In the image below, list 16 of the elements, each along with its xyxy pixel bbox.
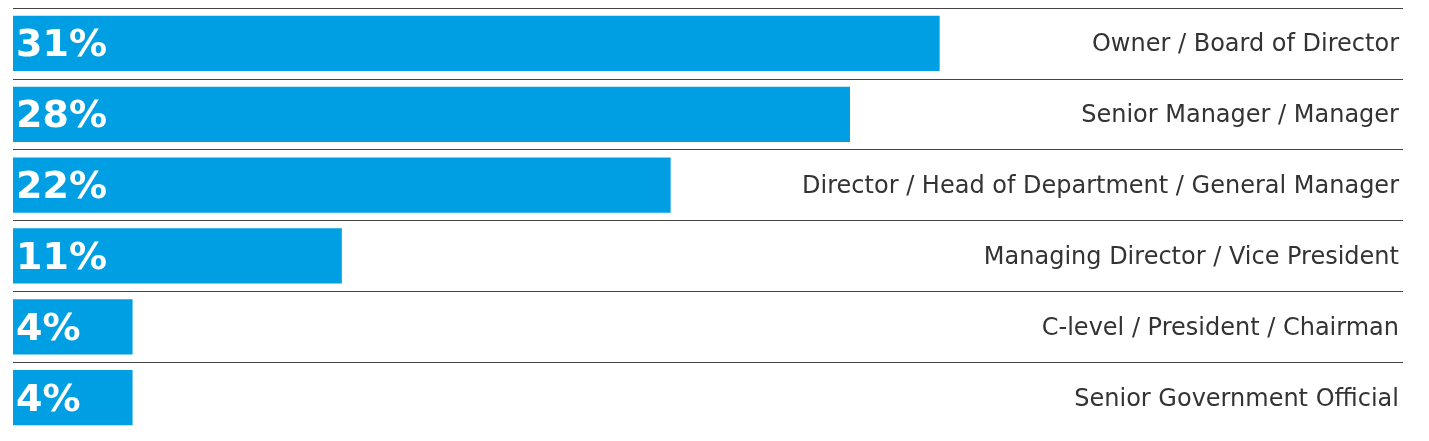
y-tick-label: Senior Government Official — [1074, 383, 1399, 412]
bar — [13, 86, 850, 142]
bar — [13, 15, 940, 72]
y-tick-label: Director / Head of Department / General Manager — [802, 171, 1400, 200]
y-tick-label: Senior Manager / Manager — [1081, 100, 1400, 129]
data-label: 31% — [16, 21, 107, 66]
bar — [13, 157, 671, 213]
y-tick-label: C-level / President / Chairman — [1041, 312, 1399, 341]
data-label: 4% — [16, 375, 81, 420]
y-tick-label: Managing Director / Vice President — [983, 241, 1399, 270]
bar — [13, 228, 342, 284]
data-label: 11% — [16, 233, 107, 278]
data-label: 22% — [16, 163, 107, 208]
y-tick-label: Owner / Board of Director — [1091, 29, 1400, 58]
data-label: 28% — [16, 92, 107, 137]
data-label: 4% — [16, 304, 81, 349]
